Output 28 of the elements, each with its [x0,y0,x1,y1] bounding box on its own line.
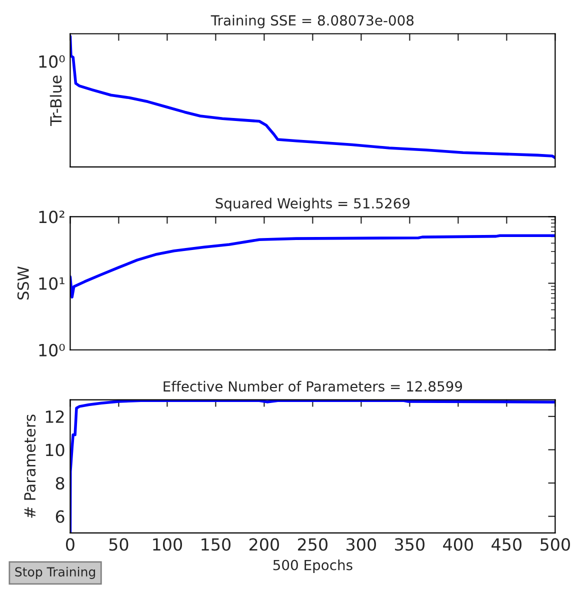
x-tick-label: 100 [153,538,182,551]
y-axis-title: SSW [17,266,29,300]
x-tick-label: 250 [298,538,328,551]
text: Stop Training [15,566,95,579]
y-tick-label: 10 [46,444,64,456]
y-tick-label: 6 [56,510,64,523]
x-tick-label: 50 [109,538,128,551]
chart-title: Squared Weights = 51.5269 [216,198,410,212]
chart-title: Training SSE = 8.08073e-008 [210,14,414,28]
x-tick-label: 400 [443,538,473,551]
y-tick-label: 8 [56,476,64,490]
x-tick-label: 500 [540,538,570,551]
x-tick-label: 350 [395,538,424,551]
y-tick-label: 12 [46,410,64,423]
x-tick-label: 200 [250,538,279,551]
x-tick-label: 0 [66,538,74,551]
x-tick-label: 300 [346,538,376,551]
y-tick-label: 10⁰ [39,344,65,356]
y-axis-title: Tr-Blue [50,76,62,126]
x-axis-title: 500 Epochs [273,560,352,573]
x-tick-label: 450 [492,538,522,551]
line-series [70,400,556,533]
line-series [70,234,556,298]
chart-title: Effective Number of Parameters = 12.8599 [164,380,462,392]
y-axis-title: # Parameters [24,414,36,518]
x-tick-label: 150 [202,538,230,551]
y-tick-label: 10² [39,210,64,224]
y-tick-label: 10¹ [39,277,64,290]
